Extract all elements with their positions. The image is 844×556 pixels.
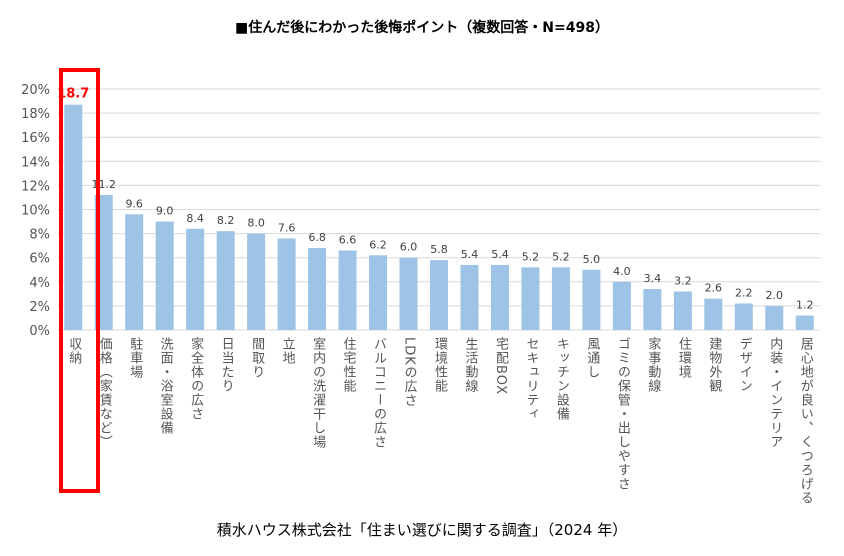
x-tick-label: 間取り [249,337,265,379]
y-tick-label: 16% [21,131,50,146]
data-label: 6.2 [369,238,387,251]
chart-title: ■住んだ後にわかった後悔ポイント（複数回答・N=498） [235,20,609,36]
bar [643,289,662,330]
bar [338,250,357,330]
y-tick-label: 12% [21,179,50,194]
x-tick-label: 環境性能 [432,337,447,393]
x-tick-label: 住環境 [675,337,691,379]
bar [795,315,814,330]
bar [399,257,418,330]
bar [521,267,540,330]
data-label: 6.0 [400,241,418,254]
x-tick-label: 風通し [584,337,600,379]
data-label: 8.0 [247,217,265,230]
x-tick-label: 収納 [66,337,82,365]
data-label: 7.6 [278,221,296,234]
bar [155,221,174,330]
bar [247,233,266,330]
bar [125,214,144,330]
x-tick-label: バルコニーの広さ [371,337,387,449]
x-tick-label: LDKの広さ [401,337,417,408]
x-tick-label: 駐車場 [127,337,143,379]
bar [582,269,601,330]
bar [186,228,205,330]
data-label: 2.6 [705,282,723,295]
data-label: 9.6 [125,197,143,210]
data-label: 18.7 [57,87,89,102]
bar [490,264,509,330]
data-label: 5.0 [583,253,601,266]
x-tick-label: セキュリティ [523,337,539,421]
y-tick-label: 4% [29,276,50,291]
y-tick-label: 14% [21,155,50,170]
bar [734,303,753,330]
y-tick-label: 20% [21,83,50,98]
data-label: 1.2 [796,299,814,312]
x-tick-label: 生活動線 [462,337,478,393]
data-label: 9.0 [156,205,174,218]
x-tick-label: デザイン [736,337,752,393]
data-label: 3.2 [674,274,692,287]
x-tick-label: ゴミの保管・出しやすさ [614,337,630,491]
x-tick-label: 室内の洗濯干し場 [310,337,326,449]
data-label: 5.4 [491,248,509,261]
x-tick-label: 内装・インテリア [767,337,783,449]
x-tick-label: 家事動線 [645,337,661,393]
y-tick-label: 18% [21,107,50,122]
y-tick-label: 0% [29,324,50,339]
data-label: 5.2 [522,250,540,263]
bar [277,238,296,330]
data-label: 6.6 [339,233,357,246]
x-tick-label: 家全体の広さ [188,337,204,421]
bar [673,291,692,330]
bar [308,248,327,330]
source-note: 積水ハウス株式会社「住まい選びに関する調査」（2024 年） [216,521,628,539]
y-tick-label: 10% [21,204,50,219]
x-tick-label: 日当たり [218,337,234,393]
bar [430,260,448,330]
bar [369,255,388,330]
x-tick-label: 価格（家賃など） [96,337,112,449]
data-label: 5.2 [552,250,570,263]
y-tick-label: 8% [29,228,50,243]
y-tick-label: 2% [29,300,50,315]
data-label: 4.0 [613,265,631,278]
x-tick-label: 住宅性能 [340,337,356,393]
bar [216,231,235,330]
data-label: 2.0 [766,289,784,302]
data-label: 8.2 [217,214,235,227]
x-tick-label: 洗面・浴室設備 [157,337,173,435]
x-tick-label: 宅配BOX [492,337,508,395]
data-label: 5.8 [430,243,448,256]
bar [765,305,784,330]
data-label: 5.4 [461,248,479,261]
data-label: 3.4 [644,272,662,285]
bar [551,267,570,330]
bar [704,298,723,330]
bar [64,104,83,330]
data-label: 2.2 [735,286,753,299]
data-label: 6.8 [308,231,326,244]
data-label: 8.4 [186,212,204,225]
x-tick-label: 居心地が良い、くつろげる [797,337,813,505]
x-tick-label: キッチン設備 [553,337,569,421]
bar [460,264,479,330]
x-tick-label: 立地 [279,337,295,365]
highlight-box [59,68,100,493]
x-tick-label: 建物外観 [706,337,722,393]
bar [612,281,631,330]
y-tick-label: 6% [29,252,50,267]
